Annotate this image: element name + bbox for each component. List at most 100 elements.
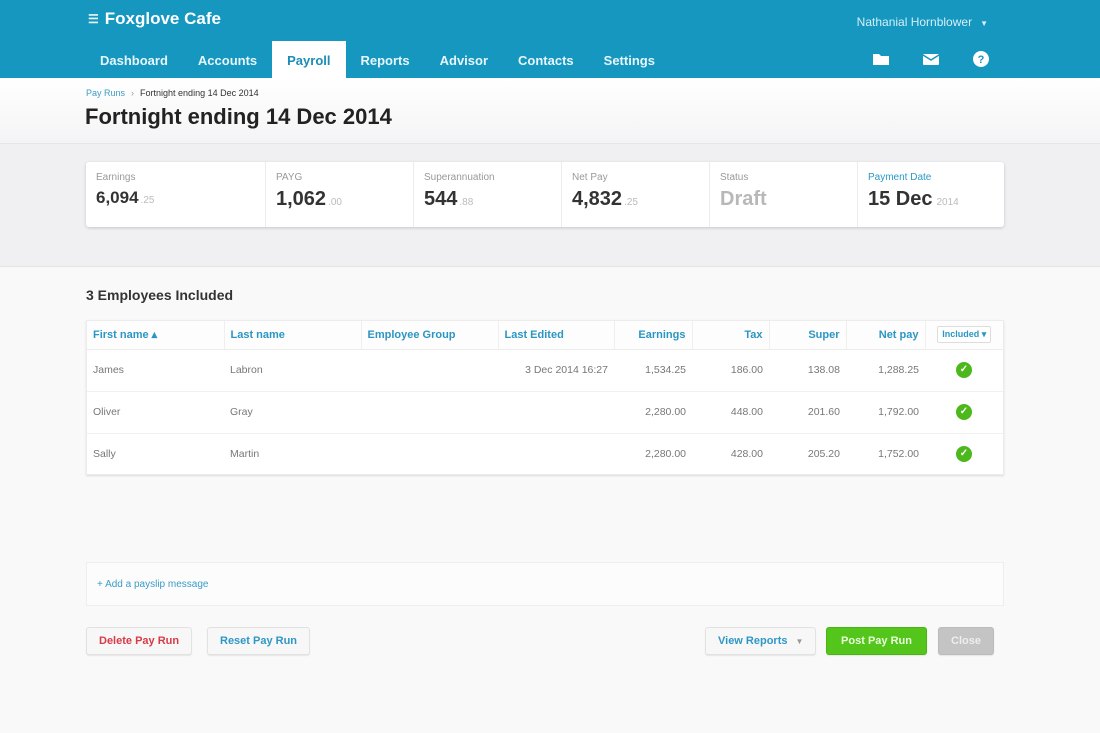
tab-dashboard[interactable]: Dashboard [100,53,168,68]
org-name: Foxglove Cafe [104,9,221,28]
col-earnings[interactable]: Earnings [614,321,693,350]
cell-net-pay: 1,288.25 [846,349,925,392]
cell-super: 205.20 [807,448,840,461]
cell-employee-group [361,349,498,392]
tab-payroll[interactable]: Payroll [272,41,346,78]
payslip-message-box: + Add a payslip message [86,562,1004,606]
cell-net-pay: 1,792.00 [846,391,925,434]
breadcrumb-pay-runs-link[interactable]: Pay Runs [86,88,126,98]
check-circle-icon[interactable]: ✓ [956,446,972,463]
cell-first-name[interactable]: Oliver [87,391,224,434]
summary-payment-date[interactable]: Payment Date 15 Dec 2014 [858,162,1004,227]
payg-value: 1,062.00 [276,188,342,210]
payment-date-label[interactable]: Payment Date [868,172,932,183]
header-icons: ? [872,50,990,68]
table-row[interactable]: James Labron 3 Dec 2014 16:27 1,534.25 1… [87,349,1003,392]
caret-down-icon: ▼ [795,637,804,646]
net-pay-label: Net Pay [572,172,608,183]
col-employee-group[interactable]: Employee Group [361,321,499,350]
cell-tax: 428.00 [730,448,763,461]
col-last-edited[interactable]: Last Edited [498,321,615,350]
cell-earnings: 2,280.00 [614,391,692,434]
cell-last-edited [498,391,614,434]
cell-tax: 186.00 [692,349,769,392]
cell-last-name[interactable]: Gray [224,391,361,434]
help-icon[interactable]: ? [972,50,990,68]
cell-earnings: 2,280.00 [645,448,686,461]
title-area: Pay Runs › Fortnight ending 14 Dec 2014 Fo… [0,78,1100,144]
table-row[interactable]: Oliver Gray 2,280.00 448.00 201.60 1,792… [87,391,1003,434]
check-circle-icon[interactable]: ✓ [956,404,972,420]
user-menu[interactable]: Nathanial Hornblower ▼ [857,15,988,29]
cell-included: ✓ [925,349,1003,392]
tab-settings[interactable]: Settings [603,53,655,68]
cell-employee-group [361,391,498,434]
folder-icon[interactable] [872,50,890,68]
cell-super: 201.60 [769,391,846,434]
caret-down-icon: ▼ [980,19,988,28]
employees-heading: 3 Employees Included [86,287,234,303]
earnings-label: Earnings [96,172,136,183]
org-switcher[interactable]: ☰ Foxglove Cafe [88,9,221,29]
summary-superannuation: Superannuation 544.88 [414,162,562,227]
status-badge: Draft [720,188,767,210]
close-button[interactable]: Close [938,627,994,655]
menu-list-icon: ☰ [88,12,99,26]
cell-earnings: 1,534.25 [614,349,692,392]
tab-reports[interactable]: Reports [360,53,410,68]
post-pay-run-button[interactable]: Post Pay Run [826,627,927,655]
breadcrumb: Pay Runs › Fortnight ending 14 Dec 2014 [86,88,259,98]
status-label: Status [720,172,749,183]
employees-table: First name ▴ Last name Employee Group La… [86,320,1004,475]
cell-last-edited: 3 Dec 2014 16:27 [498,349,614,392]
breadcrumb-current: Fortnight ending 14 Dec 2014 [140,88,259,98]
super-label: Superannuation [424,172,495,183]
view-reports-dropdown[interactable]: View Reports ▼ [705,627,817,655]
cell-last-name[interactable]: Martin [230,448,260,461]
summary-payg: PAYG 1,062.00 [266,162,414,227]
col-super[interactable]: Super [769,321,847,350]
net-pay-value: 4,832.25 [572,188,638,210]
cell-included: ✓ [925,433,1003,475]
col-tax[interactable]: Tax [692,321,770,350]
view-reports-label: View Reports [718,635,788,647]
table-row[interactable]: Sally Martin 2,280.00 428.00 205.20 1,75… [87,433,1003,475]
payg-label: PAYG [276,172,303,183]
summary-earnings: Earnings 6,094.25 [86,162,266,227]
cell-last-name[interactable]: Labron [224,349,361,392]
cell-tax: 448.00 [692,391,769,434]
mail-icon[interactable] [922,50,940,68]
cell-employee-group [361,433,498,475]
cell-included: ✓ [925,391,1003,434]
delete-pay-run-button[interactable]: Delete Pay Run [86,627,193,655]
pay-run-summary: Earnings 6,094.25 PAYG 1,062.00 Superann… [86,162,1004,227]
tab-accounts[interactable]: Accounts [197,53,258,68]
table-header-row: First name ▴ Last name Employee Group La… [87,321,1003,350]
page-title: Fortnight ending 14 Dec 2014 [85,104,392,129]
cell-first-name[interactable]: James [87,349,224,392]
col-net-pay[interactable]: Net pay [846,321,926,350]
summary-status: Status Draft [710,162,858,227]
user-name: Nathanial Hornblower [856,15,973,29]
cell-first-name[interactable]: Sally [93,448,116,461]
tab-contacts[interactable]: Contacts [518,53,574,68]
reset-pay-run-button[interactable]: Reset Pay Run [207,627,311,655]
breadcrumb-separator: › [131,88,135,98]
payment-date-value: 15 Dec 2014 [868,188,959,210]
top-bar: ☰ Foxglove Cafe Nathanial Hornblower ▼ Da… [0,0,1100,78]
cell-last-edited [498,433,614,475]
add-payslip-message-link[interactable]: + Add a payslip message [97,579,209,590]
earnings-value: 6,094.25 [96,188,155,207]
summary-net-pay: Net Pay 4,832.25 [562,162,710,227]
cell-super: 138.08 [769,349,846,392]
super-value: 544.88 [424,188,474,210]
svg-text:?: ? [978,54,985,66]
col-last-name[interactable]: Last name [224,321,362,350]
check-circle-icon[interactable]: ✓ [956,362,972,378]
cell-net-pay: 1,752.00 [878,448,919,461]
included-filter-dropdown[interactable]: Included ▾ [937,326,992,344]
main-nav: Dashboard Accounts Payroll Reports Advis… [85,41,670,78]
tab-advisor[interactable]: Advisor [439,53,489,68]
col-included[interactable]: Included ▾ [925,321,1003,350]
col-first-name[interactable]: First name ▴ [87,321,225,350]
